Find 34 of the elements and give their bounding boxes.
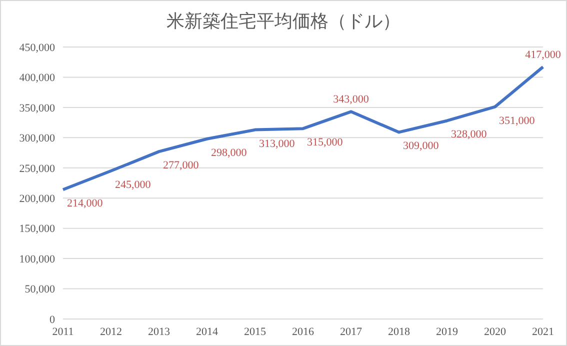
y-tick-label: 250,000 xyxy=(19,162,56,175)
x-tick-label: 2016 xyxy=(292,326,314,338)
line-series xyxy=(62,65,544,192)
y-tick-label: 0 xyxy=(50,314,56,326)
x-tick-label: 2011 xyxy=(52,326,74,338)
data-label: 315,000 xyxy=(307,136,344,149)
x-tick-label: 2019 xyxy=(436,326,458,338)
x-tick-label: 2021 xyxy=(532,326,554,338)
data-label: 245,000 xyxy=(115,178,152,191)
data-label: 351,000 xyxy=(499,114,536,127)
y-tick-label: 400,000 xyxy=(19,72,56,84)
x-tick-label: 2012 xyxy=(100,326,122,338)
data-label: 298,000 xyxy=(211,146,248,159)
data-label: 309,000 xyxy=(403,140,440,152)
x-tick-label: 2015 xyxy=(244,326,266,338)
y-tick-label: 50,000 xyxy=(24,284,56,296)
data-label: 417,000 xyxy=(525,48,562,61)
y-tick-label: 300,000 xyxy=(19,132,56,145)
x-tick-label: 2014 xyxy=(196,326,218,338)
y-tick-label: 450,000 xyxy=(19,42,56,54)
y-tick-label: 350,000 xyxy=(19,102,56,114)
y-tick-label: 150,000 xyxy=(19,223,56,236)
data-label: 214,000 xyxy=(67,198,104,210)
x-tick-label: 2017 xyxy=(340,326,362,338)
data-label: 277,000 xyxy=(163,160,200,172)
data-label: 343,000 xyxy=(333,94,370,106)
x-tick-label: 2013 xyxy=(148,326,170,338)
data-label: 313,000 xyxy=(259,138,296,150)
chart-title: 米新築住宅平均価格（ドル） xyxy=(166,10,402,34)
data-label: 328,000 xyxy=(451,128,488,141)
x-tick-label: 2018 xyxy=(388,326,410,338)
y-tick-label: 100,000 xyxy=(19,253,56,266)
y-tick-label: 200,000 xyxy=(19,193,56,206)
x-tick-label: 2020 xyxy=(484,326,506,338)
